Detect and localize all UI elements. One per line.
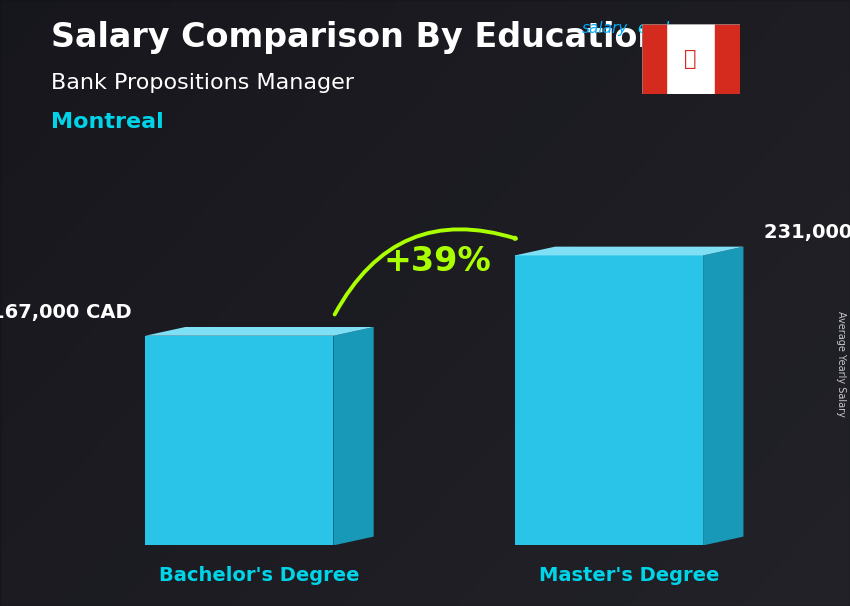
Text: 🍁: 🍁 [684,49,697,69]
Text: Montreal: Montreal [51,112,164,132]
Bar [642,24,666,94]
Text: Bachelor's Degree: Bachelor's Degree [159,567,360,585]
Polygon shape [145,336,333,545]
Polygon shape [515,256,703,545]
Text: Salary Comparison By Education: Salary Comparison By Education [51,21,661,54]
Text: Master's Degree: Master's Degree [539,567,719,585]
Text: explorer.com: explorer.com [638,21,737,36]
Polygon shape [703,247,744,545]
FancyArrowPatch shape [335,229,516,315]
Bar [715,24,740,94]
Text: Average Yearly Salary: Average Yearly Salary [836,311,846,416]
Text: 167,000 CAD: 167,000 CAD [0,303,132,322]
Text: +39%: +39% [383,245,491,278]
Polygon shape [333,327,374,545]
Polygon shape [145,327,374,336]
Text: salary: salary [582,21,628,36]
Text: 231,000 CAD: 231,000 CAD [763,222,850,242]
Text: Bank Propositions Manager: Bank Propositions Manager [51,73,354,93]
Polygon shape [515,247,744,256]
